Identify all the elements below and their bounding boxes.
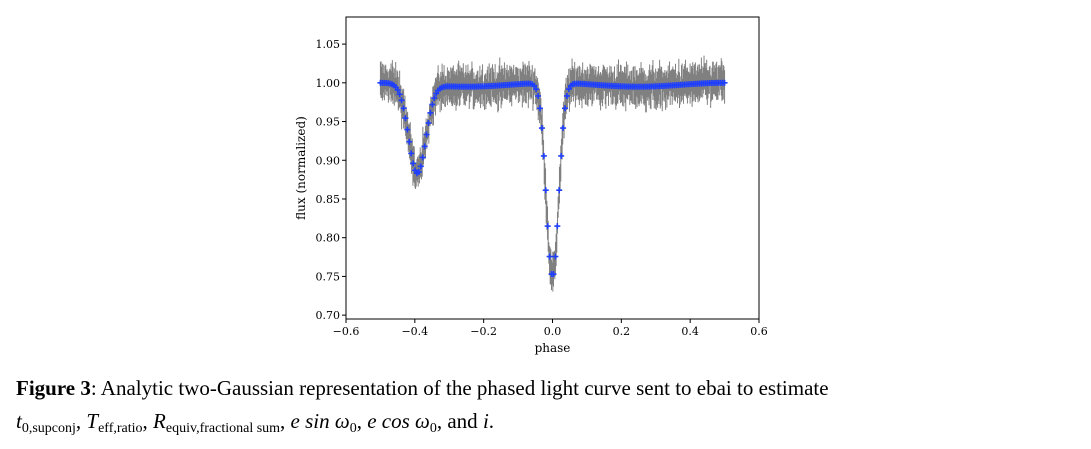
x-tick-label: −0.4 <box>401 325 428 338</box>
y-tick-label: 1.05 <box>316 38 341 51</box>
caption-end: . <box>488 409 495 433</box>
y-tick-label: 1.00 <box>316 77 341 90</box>
caption-requiv-subscript: equiv,fractional sum <box>165 421 281 436</box>
caption-t0-symbol: t <box>16 409 22 433</box>
x-tick-label: 0.6 <box>750 325 768 338</box>
caption-requiv-symbol: R <box>153 409 166 433</box>
x-axis-label: phase <box>535 341 571 355</box>
model-curve-points <box>377 79 728 278</box>
x-tick-label: 0.0 <box>544 325 562 338</box>
caption-teff-symbol: T <box>86 409 99 433</box>
caption-teff-subscript: eff,ratio <box>98 421 143 436</box>
y-tick-label: 0.80 <box>316 232 341 245</box>
x-tick-label: 0.4 <box>681 325 699 338</box>
y-tick-label: 0.95 <box>316 116 341 129</box>
y-tick-label: 0.70 <box>316 309 341 322</box>
caption-text: : Analytic two-Gaussian representation o… <box>90 376 829 400</box>
y-tick-label: 0.85 <box>316 193 341 206</box>
y-tick-label: 0.90 <box>316 154 341 167</box>
plot-area: −0.6 −0.4 −0.2 0.0 0.2 0.4 0.6 0.70 0.75 0.80 0.8… <box>316 16 768 338</box>
caption-and: , and <box>436 409 478 433</box>
caption-t0-subscript: 0,supconj <box>21 421 76 436</box>
caption-esinw-subscript: 0 <box>349 421 357 436</box>
y-tick-label: 0.75 <box>316 270 341 283</box>
caption-inclination: i <box>482 409 489 433</box>
caption-esinw: e sin ω <box>290 409 350 433</box>
figure-caption: Figure 3: Analytic two-Gaussian represen… <box>16 376 829 436</box>
x-tick-label: 0.2 <box>613 325 631 338</box>
x-tick-label: −0.2 <box>470 325 497 338</box>
y-axis-label: flux (normalized) <box>294 116 308 220</box>
caption-ecosw: e cos ω <box>367 409 430 433</box>
y-axis-ticks: 0.70 0.75 0.80 0.85 0.90 0.95 1.00 1.05 <box>316 38 346 322</box>
caption-ecosw-subscript: 0 <box>429 421 437 436</box>
x-tick-label: −0.6 <box>333 325 360 338</box>
figure-number: Figure 3 <box>16 376 91 400</box>
x-axis-ticks: −0.6 −0.4 −0.2 0.0 0.2 0.4 0.6 <box>333 319 768 338</box>
